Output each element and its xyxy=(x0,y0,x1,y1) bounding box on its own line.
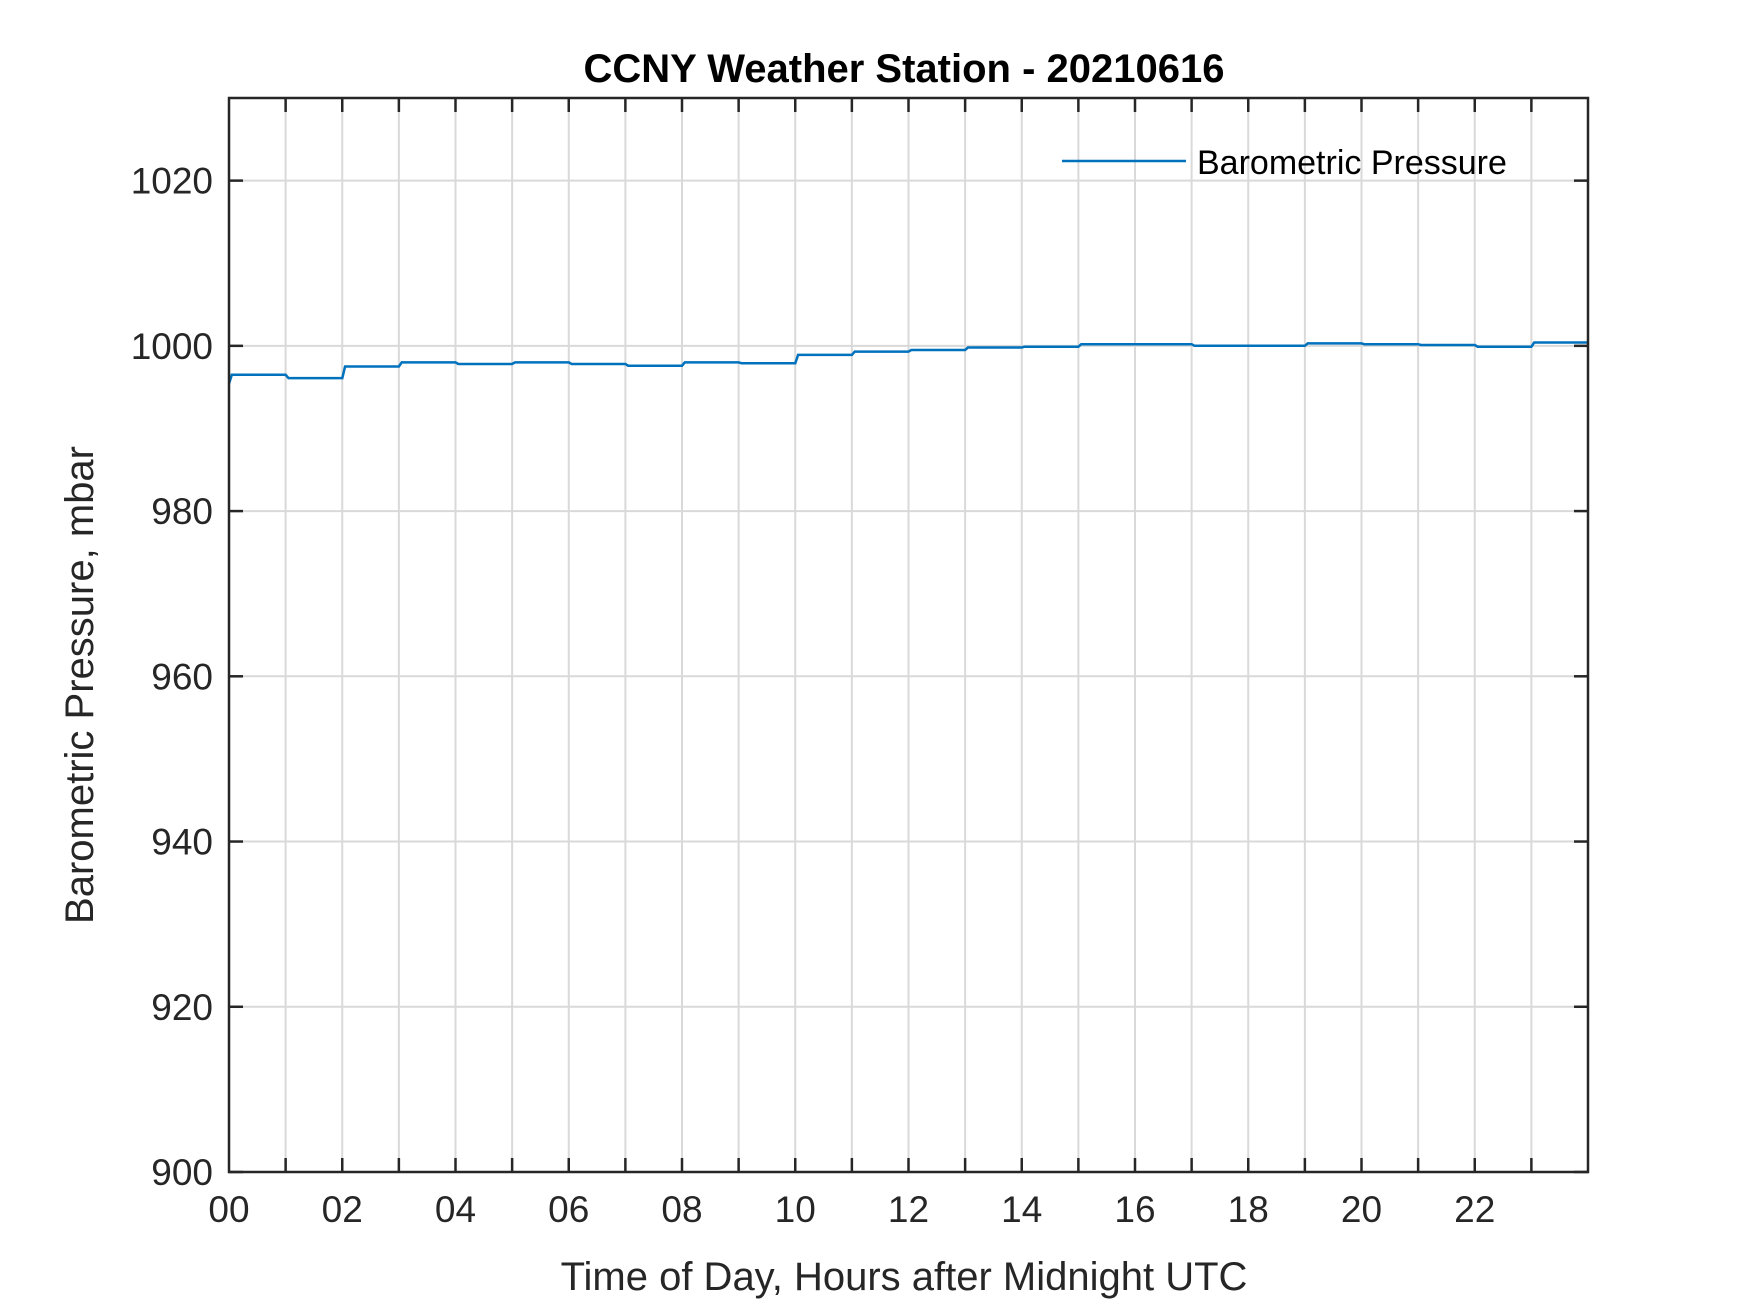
y-tick-label: 940 xyxy=(151,822,213,863)
y-axis-tick-labels: 900 920 940 960 980 1000 1020 xyxy=(131,161,213,1193)
x-axis-tick-labels: 00 02 04 06 08 10 12 14 16 18 20 22 xyxy=(208,1189,1495,1230)
series-line-barometric-pressure xyxy=(227,341,1588,385)
y-tick-label: 1020 xyxy=(131,161,213,202)
x-tick-label: 08 xyxy=(661,1189,702,1230)
y-tick-label: 980 xyxy=(151,491,213,532)
chart-title: CCNY Weather Station - 20210616 xyxy=(584,47,1225,91)
grid-lines xyxy=(228,98,1589,1173)
x-axis-label: Time of Day, Hours after Midnight UTC xyxy=(561,1255,1248,1299)
x-tick-label: 16 xyxy=(1114,1189,1155,1230)
axis-ticks xyxy=(229,98,1588,1174)
x-tick-label: 20 xyxy=(1341,1189,1382,1230)
x-tick-label: 06 xyxy=(548,1189,589,1230)
y-axis-label: Barometric Pressure, mbar xyxy=(58,446,102,924)
legend-label: Barometric Pressure xyxy=(1197,144,1507,182)
y-tick-label: 960 xyxy=(151,656,213,697)
y-tick-label: 1000 xyxy=(131,326,213,367)
x-tick-label: 02 xyxy=(322,1189,363,1230)
y-tick-label: 920 xyxy=(151,987,213,1028)
x-tick-label: 12 xyxy=(888,1189,929,1230)
x-tick-label: 04 xyxy=(435,1189,476,1230)
x-tick-label: 22 xyxy=(1454,1189,1495,1230)
plot-area xyxy=(227,341,1588,385)
x-tick-label: 18 xyxy=(1228,1189,1269,1230)
y-tick-label: 900 xyxy=(151,1152,213,1193)
legend: Barometric Pressure xyxy=(1062,144,1507,182)
x-tick-label: 10 xyxy=(775,1189,816,1230)
x-tick-label: 00 xyxy=(208,1189,249,1230)
x-tick-label: 14 xyxy=(1001,1189,1042,1230)
